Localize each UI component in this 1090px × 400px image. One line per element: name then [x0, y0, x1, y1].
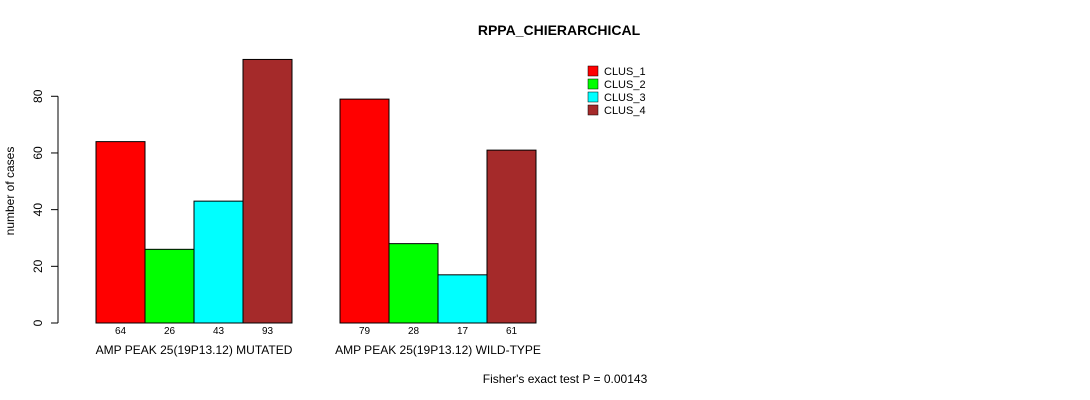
bar-group-1: 64 26 43 93 AMP PEAK 25(19P13.12) MUTATED: [95, 58, 293, 357]
group-label-1: AMP PEAK 25(19P13.12) MUTATED: [96, 343, 293, 357]
bar-clus_1-group-1: [95, 141, 146, 324]
bar-clus_1-group-2: [339, 98, 390, 324]
y-axis-label: number of cases: [3, 147, 17, 236]
legend-label-clus_2: CLUS_2: [604, 79, 646, 91]
bar-value-label: 26: [164, 326, 176, 337]
bar-group-2: 79 28 17 61 AMP PEAK 25(19P13.12) WILD-TYPE: [335, 98, 541, 357]
bar-value-label: 64: [115, 326, 127, 337]
y-tick-label-0: 0: [31, 319, 45, 326]
footnote-fisher-test: Fisher's exact test P = 0.00143: [483, 372, 648, 386]
bar-value-label: 61: [506, 326, 518, 337]
bar-clus_4-group-2: [486, 149, 537, 324]
bar-clus_3-group-1: [193, 200, 244, 324]
y-tick-label-20: 20: [31, 259, 45, 273]
chart-title: RPPA_CHIERARCHICAL: [478, 22, 641, 38]
bar-value-label: 43: [213, 326, 225, 337]
bar-clus_3-group-2: [437, 274, 488, 324]
legend-swatch-clus_2: [587, 78, 599, 90]
legend-swatch-clus_1: [587, 65, 599, 77]
bar-groups: 64 26 43 93 AMP PEAK 25(19P13.12) MUTATED 79 2…: [95, 58, 541, 357]
bar-value-label: 79: [359, 326, 371, 337]
y-tick-label-40: 40: [31, 203, 45, 217]
y-axis: 0 20 40 60 80: [31, 89, 59, 326]
bar-clus_2-group-2: [388, 243, 439, 324]
bar-value-label: 17: [457, 326, 469, 337]
group-label-2: AMP PEAK 25(19P13.12) WILD-TYPE: [335, 343, 541, 357]
legend-label-clus_4: CLUS_4: [604, 105, 646, 117]
bar-clus_4-group-1: [242, 58, 293, 324]
bar-clus_2-group-1: [144, 248, 195, 324]
bar-value-label: 28: [408, 326, 420, 337]
legend-label-clus_1: CLUS_1: [604, 66, 646, 78]
bar-value-label: 93: [262, 326, 274, 337]
y-tick-label-60: 60: [31, 146, 45, 160]
legend-swatch-clus_3: [587, 91, 599, 103]
y-tick-label-80: 80: [31, 89, 45, 103]
legend-swatch-clus_4: [587, 104, 599, 116]
legend-label-clus_3: CLUS_3: [604, 92, 646, 104]
